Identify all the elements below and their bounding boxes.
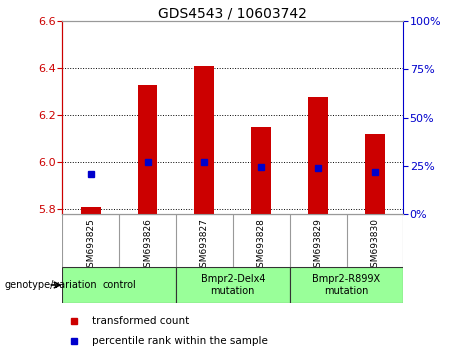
Text: Bmpr2-Delx4
mutation: Bmpr2-Delx4 mutation xyxy=(201,274,265,296)
Bar xyxy=(137,85,158,214)
Text: transformed count: transformed count xyxy=(92,316,189,326)
Text: GSM693826: GSM693826 xyxy=(143,218,152,273)
Bar xyxy=(290,267,403,303)
Bar xyxy=(251,127,271,214)
Text: control: control xyxy=(102,280,136,290)
Text: GSM693830: GSM693830 xyxy=(371,218,379,273)
Bar xyxy=(176,267,290,303)
Bar xyxy=(365,134,385,214)
Text: GSM693828: GSM693828 xyxy=(257,218,266,273)
Text: GSM693827: GSM693827 xyxy=(200,218,209,273)
Title: GDS4543 / 10603742: GDS4543 / 10603742 xyxy=(159,6,307,20)
Bar xyxy=(81,207,100,214)
Bar xyxy=(195,66,214,214)
Text: GSM693829: GSM693829 xyxy=(313,218,323,273)
Text: percentile rank within the sample: percentile rank within the sample xyxy=(92,336,268,346)
Bar xyxy=(62,267,176,303)
Text: Bmpr2-R899X
mutation: Bmpr2-R899X mutation xyxy=(313,274,381,296)
Text: GSM693825: GSM693825 xyxy=(86,218,95,273)
Text: genotype/variation: genotype/variation xyxy=(5,280,97,290)
Bar xyxy=(308,97,328,214)
